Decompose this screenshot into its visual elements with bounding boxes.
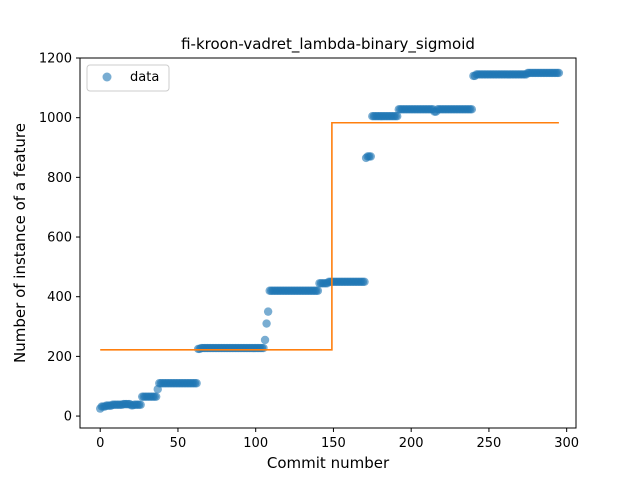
legend-marker <box>102 72 112 82</box>
legend-entry-data: data <box>130 70 159 85</box>
data-points <box>96 68 564 413</box>
chart-title: fi-kroon-vadret_lambda-binary_sigmoid <box>181 35 475 54</box>
fit-line <box>100 121 559 351</box>
x-tick-label: 150 <box>321 436 346 451</box>
data-point <box>136 400 145 409</box>
x-axis: 0 50 100 150 200 250 300 <box>96 428 579 451</box>
data-point <box>262 319 271 328</box>
data-point <box>260 335 270 345</box>
plot-frame <box>79 57 577 429</box>
y-tick-label: 600 <box>47 231 72 246</box>
x-tick-label: 50 <box>170 436 187 451</box>
data-point <box>192 379 201 388</box>
y-axis: 0 200 400 600 800 1000 1200 <box>39 52 80 425</box>
data-point <box>392 111 402 121</box>
data-point <box>366 152 375 161</box>
x-tick-label: 0 <box>96 436 104 451</box>
y-axis-label: Number of instance of a feature <box>11 123 29 363</box>
data-point <box>554 68 564 78</box>
legend: data <box>86 64 170 92</box>
data-point <box>259 343 268 353</box>
data-point <box>360 277 369 286</box>
y-tick-label: 1200 <box>39 52 72 67</box>
y-tick-label: 800 <box>47 171 72 186</box>
y-tick-label: 200 <box>47 350 72 365</box>
y-tick-label: 1000 <box>39 111 72 126</box>
x-tick-label: 200 <box>399 436 424 451</box>
data-point <box>263 307 273 316</box>
fit-line-group <box>100 121 559 351</box>
x-tick-label: 300 <box>554 436 579 451</box>
y-tick-label: 400 <box>47 290 72 305</box>
data-point <box>151 392 161 401</box>
data-point <box>313 286 323 295</box>
x-tick-label: 250 <box>477 436 502 451</box>
y-tick-label: 0 <box>64 410 72 425</box>
data-point <box>467 105 477 114</box>
x-axis-label: Commit number <box>267 454 390 472</box>
legend-box <box>86 64 170 92</box>
x-tick-label: 100 <box>243 436 268 451</box>
